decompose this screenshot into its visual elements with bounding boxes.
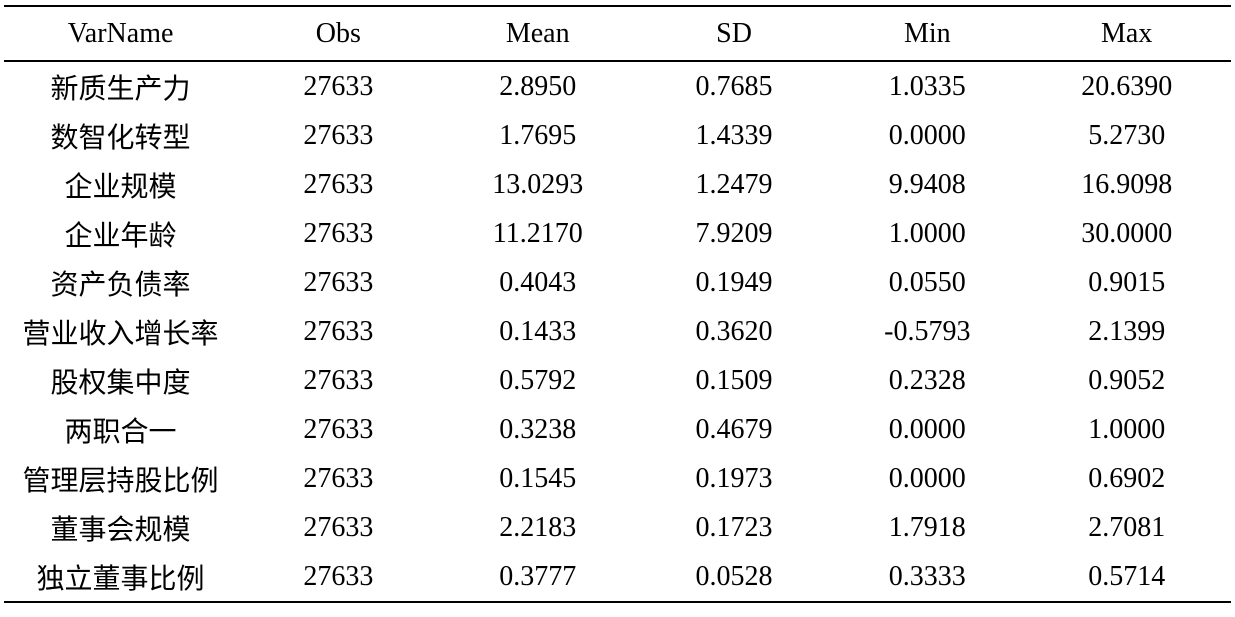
cell-max: 2.7081 [1088,511,1166,543]
table-row: 股权集中度 27633 0.5792 0.1509 0.2328 0.9052 [4,356,1231,405]
cell-obs: 27633 [303,315,374,347]
cell-obs: 27633 [303,560,374,592]
cell-mean: 0.3238 [499,413,577,445]
cell-max: 5.2730 [1088,119,1166,151]
cell-varname: 董事会规模 [50,514,191,546]
cell-obs: 27633 [303,70,374,102]
cell-sd: 0.7685 [695,70,773,102]
cell-sd: 0.4679 [695,413,773,445]
table-row: 独立董事比例 27633 0.3777 0.0528 0.3333 0.5714 [4,552,1231,602]
cell-max: 0.9015 [1088,266,1166,298]
cell-mean: 13.0293 [492,168,584,200]
cell-obs: 27633 [303,413,374,445]
column-header-max: Max [1022,6,1231,62]
cell-obs: 27633 [303,511,374,543]
cell-obs: 27633 [303,119,374,151]
table-row: 两职合一 27633 0.3238 0.4679 0.0000 1.0000 [4,405,1231,454]
cell-sd: 0.1973 [695,462,773,494]
cell-obs: 27633 [303,462,374,494]
cell-sd: 0.0528 [695,560,773,592]
cell-min: 0.0000 [888,462,966,494]
cell-obs: 27633 [303,364,374,396]
cell-varname: 股权集中度 [50,367,191,399]
cell-max: 0.9052 [1088,364,1166,396]
cell-mean: 0.1545 [499,462,577,494]
column-header-min: Min [832,6,1023,62]
cell-min: 0.2328 [888,364,966,396]
cell-mean: 0.5792 [499,364,577,396]
column-header-obs: Obs [237,6,440,62]
column-header-sd: SD [635,6,833,62]
cell-mean: 2.8950 [499,70,577,102]
table-row: 董事会规模 27633 2.2183 0.1723 1.7918 2.7081 [4,503,1231,552]
header-row: VarName Obs Mean SD Min Max [4,6,1231,62]
cell-varname: 新质生产力 [50,73,191,105]
table-row: 资产负债率 27633 0.4043 0.1949 0.0550 0.9015 [4,258,1231,307]
cell-sd: 0.1949 [695,266,773,298]
cell-mean: 0.3777 [499,560,577,592]
table-row: 新质生产力 27633 2.8950 0.7685 1.0335 20.6390 [4,61,1231,111]
cell-varname: 管理层持股比例 [22,465,219,497]
cell-mean: 0.4043 [499,266,577,298]
cell-min: 0.0550 [888,266,966,298]
cell-min: 0.0000 [888,119,966,151]
cell-max: 1.0000 [1088,413,1166,445]
cell-max: 20.6390 [1081,70,1173,102]
column-header-varname: VarName [4,6,238,62]
cell-min: 9.9408 [888,168,966,200]
table-row: 营业收入增长率 27633 0.1433 0.3620 -0.5793 2.13… [4,307,1231,356]
summary-statistics-table: VarName Obs Mean SD Min Max 新质生产力 27633 … [4,5,1231,603]
cell-obs: 27633 [303,266,374,298]
cell-max: 2.1399 [1088,315,1166,347]
cell-max: 0.6902 [1088,462,1166,494]
cell-obs: 27633 [303,217,374,249]
table-row: 企业规模 27633 13.0293 1.2479 9.9408 16.9098 [4,160,1231,209]
cell-mean: 11.2170 [492,217,583,249]
cell-sd: 0.3620 [695,315,773,347]
cell-max: 0.5714 [1088,560,1166,592]
cell-varname: 资产负债率 [50,269,191,301]
cell-mean: 1.7695 [499,119,577,151]
cell-varname: 两职合一 [64,416,177,448]
cell-min: 1.7918 [888,511,966,543]
cell-sd: 7.9209 [695,217,773,249]
cell-max: 30.0000 [1081,217,1173,249]
table-row: 数智化转型 27633 1.7695 1.4339 0.0000 5.2730 [4,111,1231,160]
cell-sd: 0.1723 [695,511,773,543]
table-row: 企业年龄 27633 11.2170 7.9209 1.0000 30.0000 [4,209,1231,258]
cell-mean: 2.2183 [499,511,577,543]
cell-varname: 企业年龄 [64,220,177,252]
cell-varname: 营业收入增长率 [22,318,219,350]
cell-varname: 企业规模 [64,171,177,203]
cell-min: -0.5793 [884,315,971,347]
cell-max: 16.9098 [1081,168,1173,200]
table-row: 管理层持股比例 27633 0.1545 0.1973 0.0000 0.690… [4,454,1231,503]
cell-sd: 0.1509 [695,364,773,396]
cell-min: 1.0000 [888,217,966,249]
cell-sd: 1.4339 [695,119,773,151]
cell-sd: 1.2479 [695,168,773,200]
cell-obs: 27633 [303,168,374,200]
cell-min: 1.0335 [888,70,966,102]
cell-min: 0.0000 [888,413,966,445]
cell-varname: 数智化转型 [50,122,191,154]
column-header-mean: Mean [439,6,636,62]
cell-varname: 独立董事比例 [36,563,205,595]
cell-mean: 0.1433 [499,315,577,347]
cell-min: 0.3333 [888,560,966,592]
